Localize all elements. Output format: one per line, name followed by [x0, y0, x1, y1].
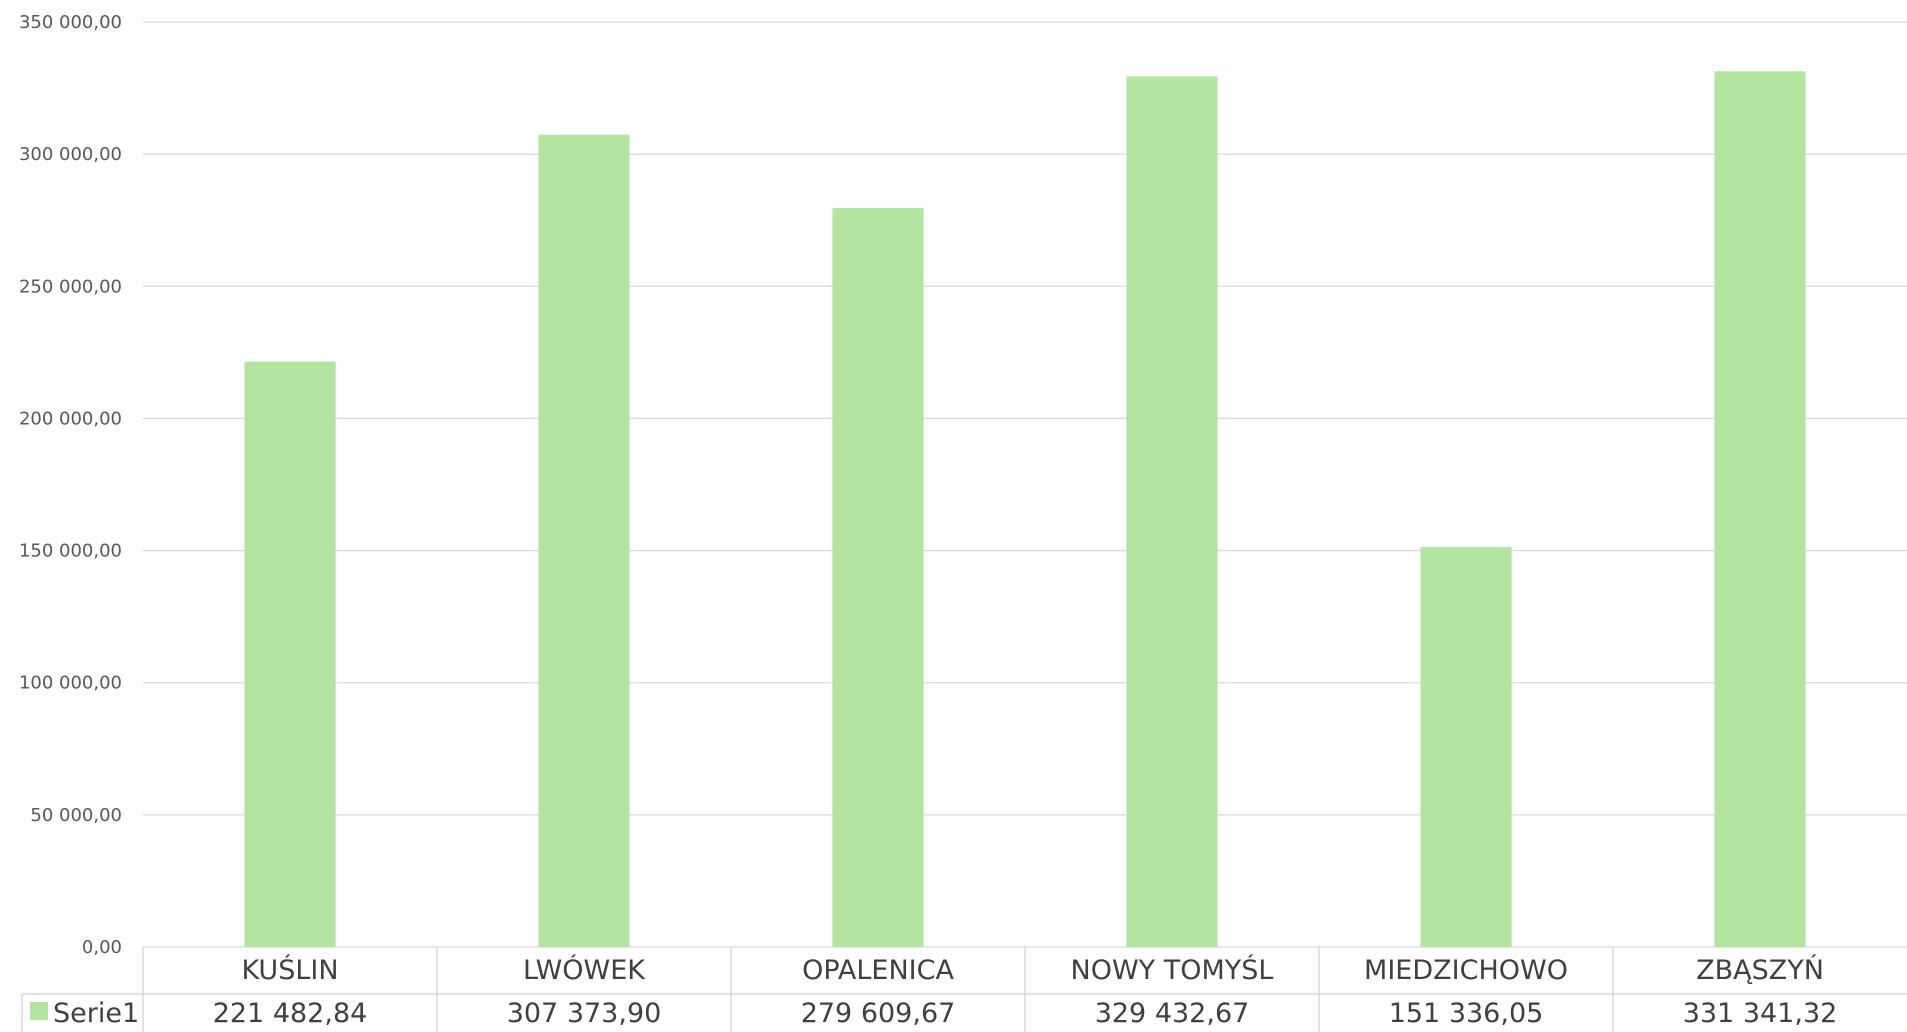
bars — [244, 71, 1806, 948]
data-value-label: 221 482,84 — [213, 998, 368, 1029]
legend-key — [30, 1002, 48, 1020]
category-label: LWÓWEK — [523, 954, 646, 986]
data-value-label: 279 609,67 — [801, 998, 956, 1029]
y-tick-label: 150 000,00 — [19, 541, 122, 562]
bar — [832, 208, 924, 947]
y-tick-label: 100 000,00 — [19, 673, 122, 694]
y-tick-label: 50 000,00 — [30, 805, 122, 826]
bar — [1714, 71, 1806, 947]
category-label: MIEDZICHOWO — [1364, 955, 1568, 986]
y-tick-label: 200 000,00 — [19, 408, 122, 429]
category-label: ZBĄSZYŃ — [1696, 954, 1824, 986]
bar — [1126, 76, 1218, 948]
category-label: NOWY TOMYŚL — [1071, 954, 1274, 986]
y-tick-label: 250 000,00 — [19, 276, 122, 297]
gridlines — [143, 21, 1907, 948]
y-axis-tick-labels: 0,00 50 000,00 100 000,00 150 000,00 200 000… — [19, 12, 122, 958]
data-table: KUŚLIN LWÓWEK OPALENICA NOWY TOMYŚL MIEDZICH… — [21, 947, 1907, 1032]
y-tick-label: 350 000,00 — [19, 12, 122, 33]
data-value-label: 331 341,32 — [1683, 998, 1838, 1029]
bar — [1420, 547, 1512, 947]
data-value-label: 329 432,67 — [1095, 998, 1250, 1029]
bar — [244, 361, 336, 948]
bar — [538, 134, 630, 948]
data-value-label: 307 373,90 — [507, 998, 662, 1029]
category-label: KUŚLIN — [241, 954, 338, 986]
legend-label: Serie1 — [53, 998, 139, 1029]
data-value-label: 151 336,05 — [1389, 998, 1544, 1029]
category-label: OPALENICA — [802, 955, 954, 986]
y-tick-label: 0,00 — [82, 937, 122, 958]
y-tick-label: 300 000,00 — [19, 144, 122, 165]
